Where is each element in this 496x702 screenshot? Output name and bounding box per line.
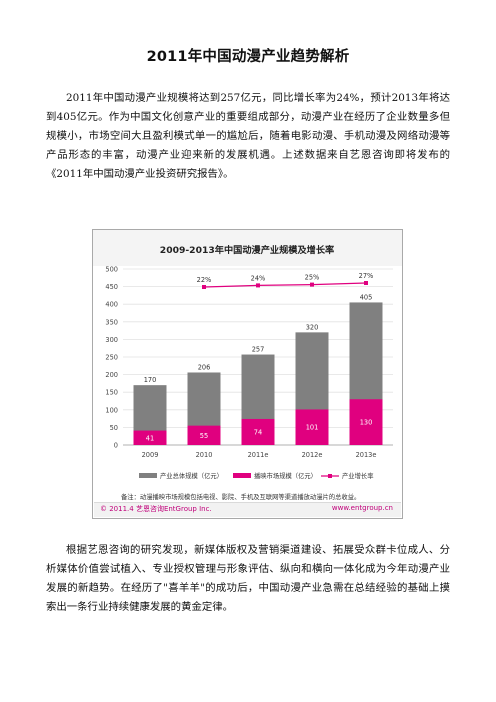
legend-label-broadcast: 播映市场规模（亿元） bbox=[254, 471, 317, 480]
total-value-label: 206 bbox=[198, 363, 211, 371]
x-tick-label: 2009 bbox=[142, 451, 159, 459]
total-value-label: 405 bbox=[360, 293, 373, 301]
total-value-label: 320 bbox=[306, 323, 319, 331]
copyright-text: © 2011.4 艺恩咨询EntGroup Inc. bbox=[100, 505, 212, 513]
chart-footer: © 2011.4 艺恩咨询EntGroup Inc. www.entgroup.… bbox=[94, 502, 401, 517]
y-tick-label: 500 bbox=[105, 266, 118, 274]
y-tick-label: 50 bbox=[110, 424, 118, 432]
x-tick-label: 2012e bbox=[302, 451, 323, 459]
y-tick-label: 400 bbox=[105, 301, 118, 309]
broadcast-value-label: 55 bbox=[200, 432, 208, 440]
growth-point bbox=[256, 283, 260, 288]
growth-label: 24% bbox=[251, 274, 266, 282]
legend-swatch-broadcast bbox=[233, 473, 251, 478]
y-tick-label: 350 bbox=[105, 318, 118, 326]
chart-note: 备注：动漫播映市场规模包括电视、影院、手机及互联网等渠道播放动漫片的总收益。 bbox=[121, 492, 360, 501]
growth-label: 27% bbox=[359, 272, 374, 280]
y-tick-label: 300 bbox=[105, 336, 118, 344]
bar-broadcast bbox=[349, 399, 383, 445]
website-link[interactable]: www.entgroup.cn bbox=[331, 504, 393, 512]
total-value-label: 170 bbox=[144, 376, 157, 384]
chart-title: 2009-2013年中国动漫产业规模及增长率 bbox=[160, 244, 334, 256]
legend-swatch-total bbox=[139, 473, 157, 478]
legend-label-total: 产业总体规模（亿元） bbox=[160, 471, 223, 480]
intro-paragraph: 2011年中国动漫产业规模将达到257亿元，同比增长率为24%，预计2013年将… bbox=[46, 92, 450, 180]
growth-point bbox=[202, 285, 206, 289]
x-tick-label: 2010 bbox=[196, 451, 213, 459]
legend-marker-growth bbox=[328, 474, 332, 478]
chart: 2009-2013年中国动漫产业规模及增长率 0 50 100 150 200 250 30… bbox=[93, 230, 402, 501]
growth-label: 22% bbox=[197, 276, 212, 284]
bar-broadcast bbox=[133, 430, 167, 445]
growth-line bbox=[203, 282, 367, 288]
total-value-label: 257 bbox=[252, 346, 265, 354]
chart-title-band bbox=[93, 230, 402, 266]
chart-figure: 2009-2013年中国动漫产业规模及增长率 0 50 100 150 200 250 30… bbox=[92, 229, 403, 519]
y-tick-label: 100 bbox=[105, 406, 118, 414]
bar-broadcast bbox=[187, 425, 221, 445]
y-tick-label: 150 bbox=[105, 389, 118, 397]
bar-broadcast bbox=[295, 409, 329, 445]
growth-point bbox=[364, 281, 368, 285]
page-title: 2011年中国动漫产业趋势解析 bbox=[146, 49, 350, 65]
legend-label-growth: 产业增长率 bbox=[342, 471, 373, 480]
broadcast-value-label: 101 bbox=[306, 424, 319, 432]
growth-label: 25% bbox=[305, 274, 320, 282]
broadcast-value-label: 130 bbox=[360, 419, 373, 427]
y-tick-label: 0 bbox=[114, 442, 118, 450]
x-tick-label: 2011e bbox=[248, 451, 269, 459]
y-tick-label: 250 bbox=[105, 354, 118, 362]
analysis-paragraph: 根据艺恩咨询的研究发现，新媒体版权及营销渠道建设、拓展受众群卡位成人、分析媒体价… bbox=[46, 544, 450, 613]
bar-broadcast bbox=[241, 418, 275, 445]
broadcast-value-label: 41 bbox=[146, 434, 154, 442]
broadcast-value-label: 74 bbox=[254, 428, 262, 436]
y-tick-label: 200 bbox=[105, 371, 118, 379]
growth-point bbox=[310, 282, 314, 287]
y-tick-label: 450 bbox=[105, 283, 118, 291]
x-tick-label: 2013e bbox=[356, 451, 377, 459]
